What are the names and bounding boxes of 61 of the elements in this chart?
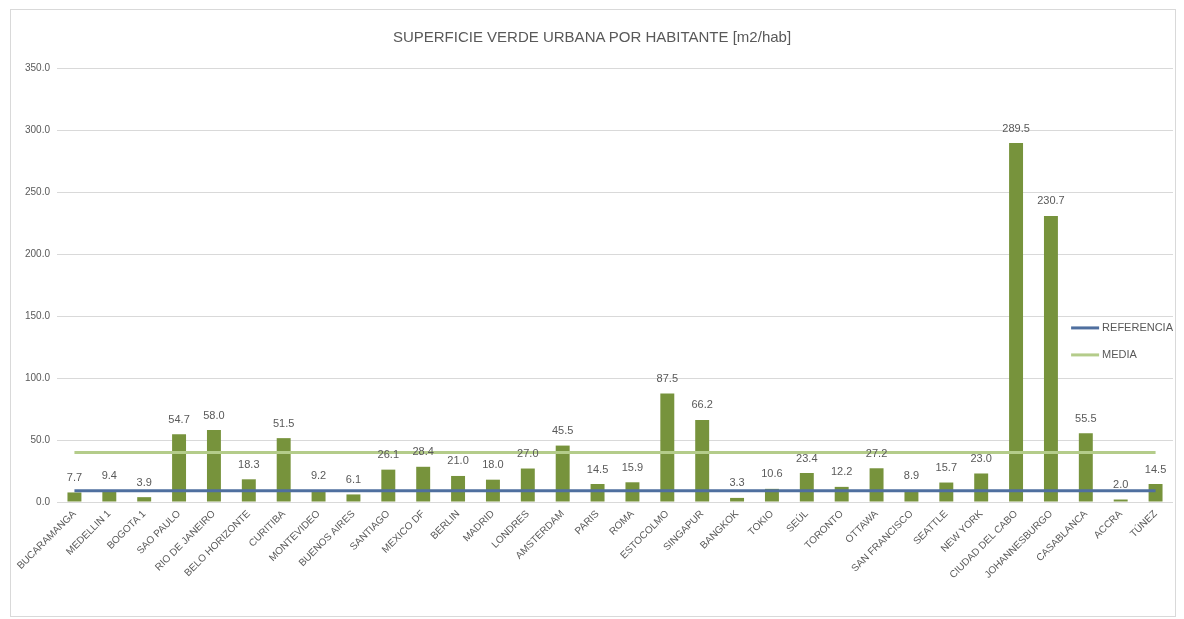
y-tick-label: 300.0 [24,123,51,135]
data-label: 45.5 [551,424,574,437]
data-label: 10.6 [761,467,783,480]
data-label: 3.3 [729,476,745,489]
data-label: 28.4 [412,445,434,458]
bar [730,497,745,502]
data-label: 230.7 [1037,194,1065,207]
data-label: 7.7 [66,470,83,483]
y-tick-label: 350.0 [24,61,51,73]
bar [172,434,187,502]
bar [1078,433,1093,502]
bar [1148,484,1163,502]
data-label: 15.7 [935,461,958,474]
bar [137,497,152,502]
bar [695,419,710,502]
data-label: 289.5 [1002,121,1030,134]
data-label: 23.0 [970,452,992,465]
chart-title: SUPERFICIE VERDE URBANA POR HABITANTE [m2/hab] [392,28,792,46]
y-tick-label: 150.0 [24,309,51,321]
data-label: 12.2 [830,465,853,478]
data-label: 9.2 [310,469,327,482]
bar [555,445,570,502]
data-label: 66.2 [691,398,713,411]
bar [346,494,361,502]
data-label: 15.9 [621,460,644,473]
legend-label: MEDIA [1102,347,1138,360]
y-tick-label: 0.0 [36,495,51,507]
bar [869,468,884,502]
bar [206,430,221,502]
bar [660,393,675,502]
bar [67,492,82,502]
data-label: 18.0 [482,458,504,471]
data-label: 14.5 [1144,462,1167,475]
bar [1043,215,1058,502]
data-label: 9.4 [101,468,117,481]
data-label: 21.0 [447,454,469,467]
data-label: 51.5 [272,416,295,429]
bar [311,490,326,502]
y-tick-label: 200.0 [24,247,51,259]
legend-label: REFERENCIA [1102,320,1174,333]
data-label: 87.5 [656,372,679,385]
bar [520,468,535,502]
data-label: 23.4 [796,451,818,464]
bar [904,490,919,502]
bar [381,469,396,502]
data-label: 27.2 [865,446,888,459]
bar [276,438,291,502]
data-label: 58.0 [203,408,225,421]
y-tick-label: 100.0 [24,371,51,383]
bar [416,466,431,502]
y-tick-label: 250.0 [24,185,51,197]
data-label: 2.0 [1113,478,1129,491]
data-label: 3.9 [136,475,152,488]
data-label: 18.3 [238,457,260,470]
bar [1009,143,1024,502]
data-label: 55.5 [1075,411,1097,424]
data-label: 8.9 [903,469,920,482]
y-tick-label: 50.0 [30,433,51,445]
data-label: 14.5 [586,462,609,475]
data-label: 6.1 [345,472,362,485]
data-label: 54.7 [168,412,190,425]
